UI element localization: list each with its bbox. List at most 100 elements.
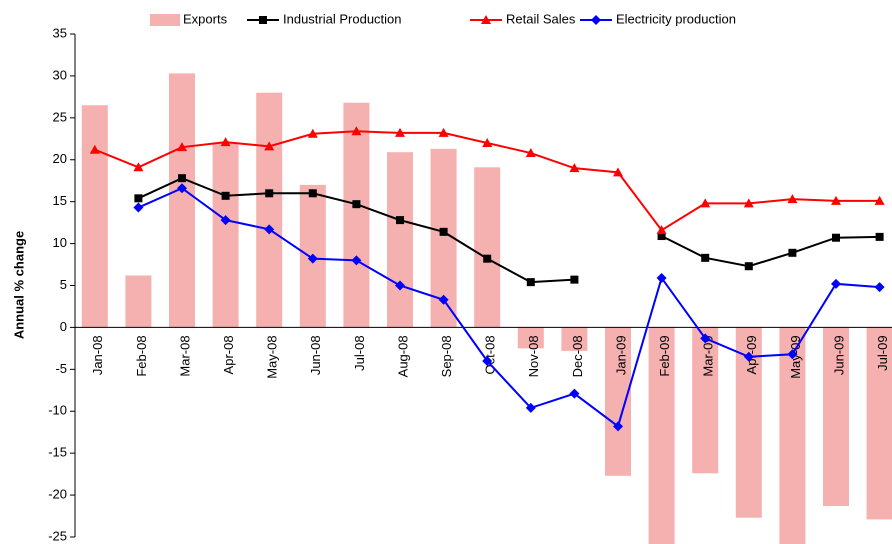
x-tick-label: Mar-08 xyxy=(177,335,192,376)
marker xyxy=(307,128,318,138)
marker xyxy=(177,183,187,194)
y-tick-label: -5 xyxy=(55,361,67,376)
bar xyxy=(81,105,108,328)
marker xyxy=(743,351,754,362)
marker xyxy=(220,137,231,147)
x-tick-label: May-08 xyxy=(265,335,280,378)
x-tick-label: Jan-09 xyxy=(613,335,628,375)
marker xyxy=(133,202,144,213)
marker xyxy=(351,126,362,136)
marker xyxy=(482,355,493,366)
marker xyxy=(438,127,449,137)
bar xyxy=(343,102,370,328)
marker xyxy=(221,191,230,200)
marker xyxy=(569,388,580,399)
y-tick-label: -20 xyxy=(48,487,67,502)
bar xyxy=(256,92,283,328)
bar xyxy=(561,327,588,351)
marker xyxy=(264,141,275,151)
legend-swatch xyxy=(150,14,180,26)
marker xyxy=(570,275,579,284)
x-tick-label: Jul-09 xyxy=(875,335,890,370)
bar xyxy=(474,167,501,328)
marker xyxy=(787,349,798,360)
x-tick-label: Jul-08 xyxy=(352,335,367,370)
marker xyxy=(875,232,884,241)
y-tick-label: 30 xyxy=(53,67,67,82)
bar xyxy=(212,142,239,328)
legend-label: Industrial Production xyxy=(283,11,402,26)
y-tick-label: 0 xyxy=(60,319,67,334)
bar xyxy=(866,327,892,520)
marker xyxy=(700,333,711,344)
marker xyxy=(525,402,536,413)
x-tick-label: Aug-08 xyxy=(395,335,410,377)
marker xyxy=(657,232,666,241)
marker xyxy=(220,215,231,226)
x-tick-label: Nov-08 xyxy=(526,335,541,377)
x-tick-label: Jun-09 xyxy=(831,335,846,375)
marker xyxy=(264,224,275,235)
y-tick-label: -10 xyxy=(48,403,67,418)
bar xyxy=(517,327,544,349)
marker xyxy=(439,227,448,236)
line xyxy=(137,187,880,429)
bar xyxy=(125,275,152,328)
bar xyxy=(779,327,806,544)
legend-label: Retail Sales xyxy=(506,11,576,26)
legend-marker xyxy=(259,16,267,24)
y-tick-label: 25 xyxy=(53,109,67,124)
x-tick-label: Apr-08 xyxy=(221,335,236,374)
marker xyxy=(743,198,754,208)
marker xyxy=(308,189,317,198)
marker xyxy=(396,216,404,225)
x-tick-label: Feb-08 xyxy=(134,335,149,376)
bar xyxy=(692,327,719,474)
marker xyxy=(89,144,100,154)
marker xyxy=(874,282,885,293)
marker xyxy=(787,194,798,204)
marker xyxy=(178,174,186,183)
y-tick-label: -15 xyxy=(48,445,67,460)
marker xyxy=(569,163,580,173)
y-axis-title: Annual % change xyxy=(11,231,26,339)
x-tick-label: May-09 xyxy=(788,335,803,378)
marker xyxy=(525,148,536,158)
marker xyxy=(832,233,840,242)
marker xyxy=(656,272,667,283)
y-tick-label: 20 xyxy=(53,151,67,166)
marker xyxy=(788,248,797,257)
marker xyxy=(613,167,623,177)
marker xyxy=(701,253,710,262)
marker xyxy=(831,278,841,289)
y-tick-label: -25 xyxy=(48,528,67,543)
marker xyxy=(656,225,667,235)
marker xyxy=(526,278,535,287)
bar xyxy=(648,327,675,544)
marker xyxy=(307,253,318,264)
legend-marker xyxy=(481,15,491,24)
marker xyxy=(133,162,144,172)
legend-label: Exports xyxy=(183,11,228,26)
marker xyxy=(177,142,187,152)
y-tick-label: 15 xyxy=(53,193,67,208)
marker xyxy=(395,280,405,291)
marker xyxy=(395,127,405,137)
bar xyxy=(387,152,413,328)
marker xyxy=(352,200,361,209)
marker xyxy=(438,294,449,305)
marker xyxy=(700,198,711,208)
bar xyxy=(605,327,631,476)
marker xyxy=(482,137,493,147)
marker xyxy=(874,195,885,205)
x-tick-label: Jun-08 xyxy=(308,335,323,375)
marker xyxy=(744,262,753,271)
marker xyxy=(831,195,841,205)
x-tick-label: Sep-08 xyxy=(439,335,454,377)
y-tick-label: 10 xyxy=(53,235,67,250)
legend-label: Electricity production xyxy=(616,11,736,26)
marker xyxy=(351,255,362,266)
y-tick-label: 35 xyxy=(53,25,67,40)
marker xyxy=(265,189,274,198)
